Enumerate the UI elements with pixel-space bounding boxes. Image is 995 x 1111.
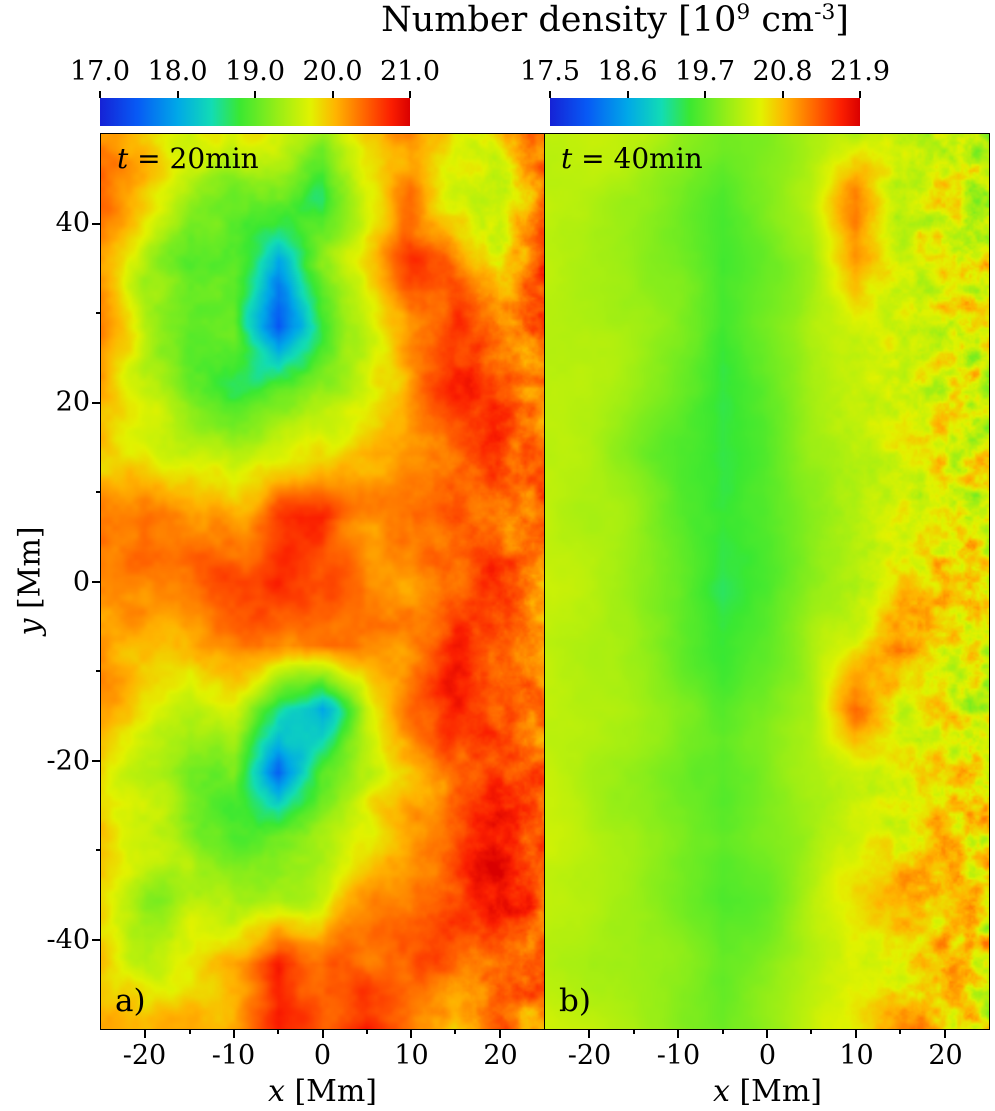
colorbar-tick-mark [859,91,861,98]
colorbar-tick-mark [254,91,256,98]
colorbar-gradient-b [549,91,861,126]
x-axis-unit: [Mm] [284,1074,378,1109]
axis-tick-mark [588,1029,591,1038]
title-superscript-unit-exponent: -3 [814,0,836,26]
colorbar-tick-label: 18.0 [147,56,208,87]
x-tick-label: 20 [928,1040,963,1071]
colorbar-tick-label: 18.6 [597,56,658,87]
x-axis-label-b: x [Mm] [545,1074,990,1109]
x-tick-label: -10 [656,1040,701,1071]
axis-tick-mark [277,1029,280,1034]
x-tick-label: 10 [839,1040,874,1071]
colorbar-tick-label: 19.0 [224,56,286,87]
y-tick-label: 20 [55,386,90,418]
axis-tick-mark [232,1029,235,1038]
colorbar-b-tick-labels: 17.5 18.6 19.7 20.8 21.9 [520,56,890,90]
colorbar-tick-mark [176,91,179,98]
time-variable: t [117,142,129,175]
title-end: ] [835,0,849,40]
colorbar-tick-label: 21.0 [379,56,441,87]
colorbar-tick-label: 20.0 [302,56,363,87]
axis-tick-mark [96,849,101,851]
colorbar-tick-mark [781,91,784,98]
heatmap-canvas-b [545,134,989,1029]
title-superscript-exponent: 9 [736,0,751,26]
heatmap-panel-b: t = 40min b) [545,133,990,1038]
y-axis-tick-labels: 40 20 0 -20 -40 [28,133,90,1030]
colorbar-tick-mark [331,91,334,98]
colorbar-tick-mark [626,91,629,98]
x-axis-unit: [Mm] [729,1074,823,1109]
x-tick-label: -10 [211,1040,256,1071]
axis-tick-mark [144,1029,147,1038]
heatmap-canvas-a [101,134,544,1029]
title-main: Number density [10 [381,0,737,40]
axis-tick-mark [96,491,101,493]
heatmap-panel-a: t = 20min a) [92,133,545,1038]
axis-tick-mark [321,1029,324,1038]
axis-tick-mark [96,670,101,672]
axis-tick-mark [365,1029,368,1034]
axis-tick-mark [454,1029,457,1034]
figure-title: Number density [109 cm-3] [381,0,849,40]
colorbar-tick-label: 17.5 [519,56,581,87]
axis-tick-mark [188,1029,191,1034]
x-tick-label: 10 [394,1040,429,1071]
axis-tick-mark [92,580,101,583]
colorbar-b: 17.5 18.6 19.7 20.8 21.9 [520,56,890,126]
axis-tick-mark [721,1029,724,1034]
axis-tick-mark [92,938,101,941]
colorbar-tick-mark [704,91,706,98]
x-axis-variable: x [712,1074,730,1109]
x-axis-tick-labels-b: -20 -10 0 10 20 [545,1040,990,1071]
axis-tick-mark [943,1029,946,1038]
axis-tick-mark [677,1029,680,1038]
time-value: = 40min [572,142,703,175]
axis-tick-mark [92,222,101,225]
axis-tick-mark [92,401,101,404]
colorbar-tick-label: 20.8 [752,56,813,87]
axis-tick-mark [96,312,101,314]
colorbar-tick-label: 19.7 [674,56,736,87]
colorbar-tick-mark [549,91,551,98]
x-tick-label: 0 [758,1040,777,1071]
x-axis-tick-labels-a: -20 -10 0 10 20 [100,1040,545,1071]
y-tick-label: 0 [72,566,90,597]
colorbar-gradient-a [99,91,411,126]
colorbar-tick-label: 17.0 [69,56,131,87]
panel-label-b: b) [559,983,591,1019]
colorbar-a-tick-labels: 17.0 18.0 19.0 20.0 21.0 [70,56,440,90]
x-axis-variable: x [267,1074,285,1109]
colorbar-tick-mark [409,91,411,98]
x-tick-label: -20 [122,1040,167,1071]
time-annotation-b: t = 40min [561,142,703,175]
x-tick-label: 20 [483,1040,518,1071]
y-tick-label: 40 [55,207,90,239]
time-value: = 20min [128,142,259,175]
axis-tick-mark [410,1029,413,1038]
x-tick-label: -20 [567,1040,612,1071]
time-annotation-a: t = 20min [117,142,259,175]
axis-tick-mark [498,1029,501,1038]
colorbar-tick-mark [99,91,101,98]
x-tick-label: 0 [313,1040,332,1071]
axis-tick-mark [810,1029,813,1034]
panel-label-a: a) [115,983,146,1019]
x-axis-label-a: x [Mm] [100,1074,545,1109]
y-tick-label: -40 [46,924,90,956]
colorbar-a: 17.0 18.0 19.0 20.0 21.0 [70,56,440,126]
axis-tick-mark [899,1029,902,1034]
axis-tick-mark [632,1029,635,1034]
y-tick-label: -20 [46,745,90,777]
colorbar-tick-label: 21.9 [829,56,891,87]
axis-tick-mark [92,759,101,762]
time-variable: t [561,142,573,175]
title-unit: cm [750,0,815,40]
axis-tick-mark [854,1029,857,1038]
axis-tick-mark [766,1029,768,1038]
